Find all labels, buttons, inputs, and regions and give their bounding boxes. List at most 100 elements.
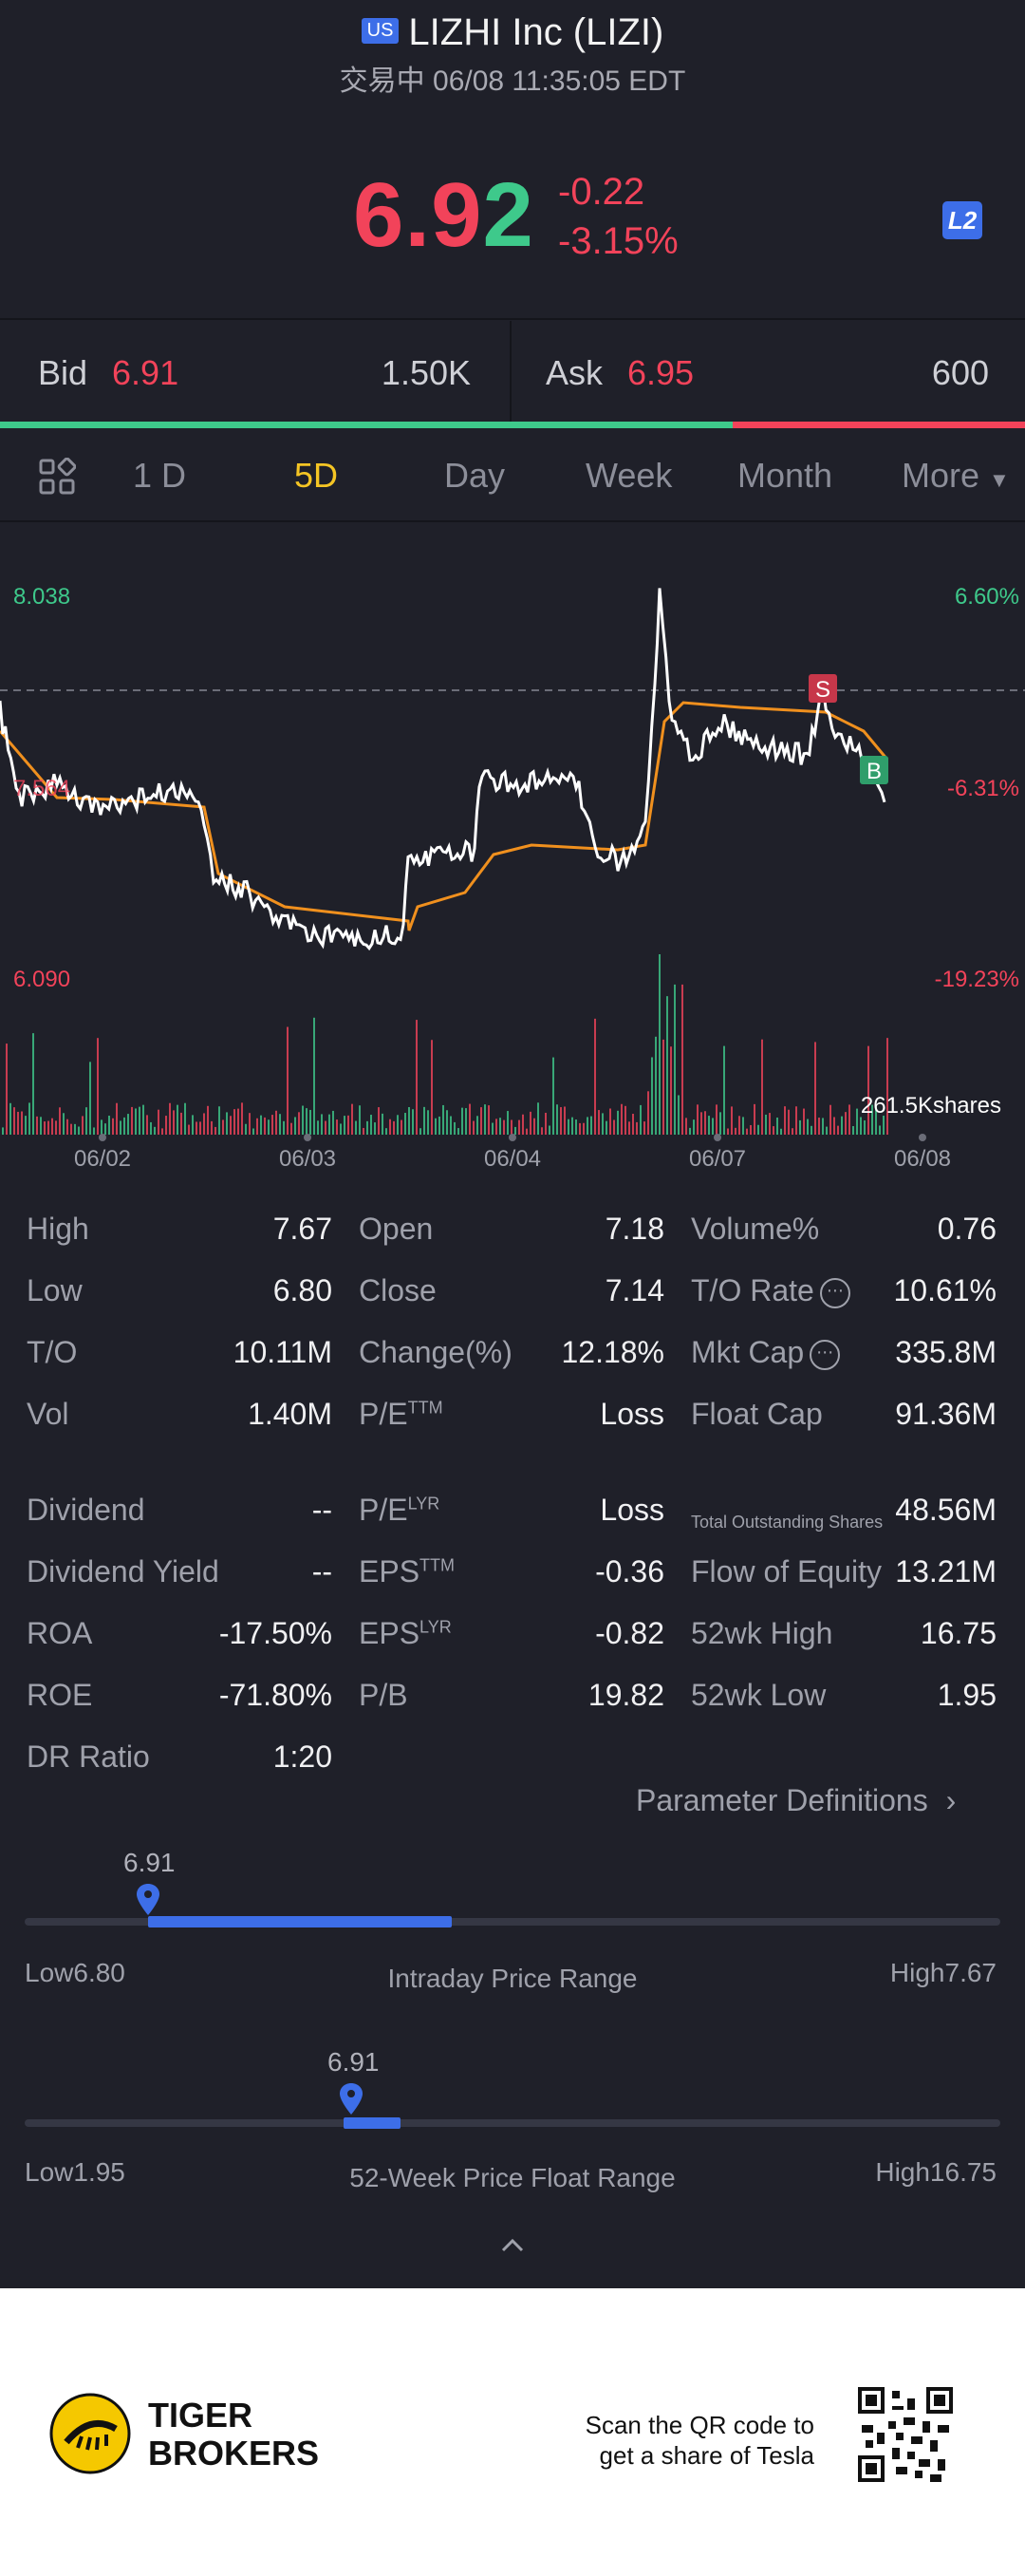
stat-label: Open <box>359 1212 434 1246</box>
volume-bar <box>85 1107 87 1135</box>
tab-more[interactable]: More ▼ <box>902 456 1010 495</box>
volume-bar <box>754 1103 755 1135</box>
stat-value: -0.36 <box>595 1554 664 1589</box>
y-right-label-top: 6.60% <box>955 584 1019 610</box>
ask-size: 600 <box>931 353 989 392</box>
x-label: 06/02 <box>74 1146 131 1172</box>
volume-label: 261.5Kshares <box>861 1093 1001 1119</box>
volume-bar <box>488 1105 490 1135</box>
stat-label: P/ELYR <box>359 1493 440 1527</box>
volume-bar <box>556 1104 558 1135</box>
volume-bar <box>875 1106 877 1135</box>
volume-bar <box>609 1108 611 1135</box>
volume-bar <box>674 984 676 1135</box>
week52-range-fill <box>344 2117 401 2129</box>
volume-bar <box>25 1116 27 1135</box>
divider <box>0 318 1025 320</box>
volume-bar <box>309 1109 311 1135</box>
change-amount: -0.22 <box>558 171 645 213</box>
volume-bar <box>63 1113 65 1135</box>
volume-bar <box>765 1114 767 1135</box>
tab-1d[interactable]: 1 D <box>133 456 187 495</box>
volume-bar <box>211 1120 213 1135</box>
stat-label: Flow of Equity <box>691 1554 882 1589</box>
volume-bar <box>302 1105 304 1135</box>
volume-bar <box>317 1120 319 1135</box>
volume-bar <box>446 1110 448 1135</box>
volume-bar <box>423 1106 425 1135</box>
stock-title: US LIZHI Inc (LIZI) <box>0 11 1025 54</box>
volume-bar <box>306 1108 308 1135</box>
volume-bar <box>678 1095 680 1135</box>
volume-bar <box>93 1127 95 1135</box>
volume-bar <box>123 1117 125 1135</box>
volume-bar <box>746 1128 748 1135</box>
chevron-up-icon[interactable] <box>497 2233 528 2261</box>
price-chart[interactable]: S B 8.038 7.564 6.090 6.60% -6.31% -19.2… <box>0 532 1025 1177</box>
chart-layout-icon[interactable] <box>38 457 77 500</box>
stat-value: Loss <box>600 1493 664 1527</box>
volume-bar <box>427 1110 429 1135</box>
tab-week[interactable]: Week <box>586 456 673 495</box>
volume-bar <box>416 1020 418 1135</box>
volume-bar <box>161 1128 163 1135</box>
qr-code-icon[interactable] <box>858 2387 953 2482</box>
week52-low: Low1.95 <box>25 2157 125 2187</box>
volume-bar <box>560 1107 562 1135</box>
tab-month[interactable]: Month <box>737 456 833 495</box>
volume-bar <box>59 1107 61 1135</box>
volume-bar <box>222 1119 224 1135</box>
volume-bar <box>207 1105 209 1135</box>
sell-marker: S <box>809 674 837 703</box>
chevron-right-icon: › <box>945 1783 957 1817</box>
volume-bar <box>419 1128 421 1135</box>
parameter-definitions-link[interactable]: Parameter Definitions › <box>636 1783 957 1817</box>
volume-bar <box>378 1107 380 1135</box>
brand-name: TIGER BROKERS <box>148 2396 320 2473</box>
tab-5d[interactable]: 5D <box>294 456 339 495</box>
volume-bar <box>55 1120 57 1135</box>
volume-bar <box>230 1116 232 1135</box>
volume-bar <box>74 1123 76 1135</box>
volume-bar <box>328 1114 330 1135</box>
intraday-low: Low6.80 <box>25 1958 125 1987</box>
stat-label: T/O Rate ⋯ <box>691 1273 850 1308</box>
volume-bar <box>602 1113 604 1135</box>
volume-bar <box>188 1124 190 1135</box>
change-percent: -3.15% <box>558 220 679 262</box>
level2-button[interactable]: L2 <box>942 201 982 239</box>
volume-bar <box>811 1125 812 1135</box>
volume-bar <box>435 1118 437 1135</box>
volume-bar <box>313 1017 315 1135</box>
stat-label: P/B <box>359 1678 408 1712</box>
volume-bar <box>241 1102 243 1135</box>
volume-bar <box>492 1122 494 1135</box>
volume-bar <box>807 1119 809 1135</box>
volume-bar <box>659 954 661 1135</box>
volume-bar <box>837 1125 839 1135</box>
volume-bar <box>461 1107 463 1135</box>
volume-bar <box>112 1118 114 1135</box>
volume-bar <box>871 1104 873 1135</box>
stat-value: -71.80% <box>218 1678 332 1712</box>
volume-bar <box>845 1112 847 1135</box>
info-icon[interactable]: ⋯ <box>810 1339 841 1370</box>
volume-bar <box>640 1104 642 1135</box>
volume-bar <box>199 1121 201 1135</box>
info-icon[interactable]: ⋯ <box>819 1277 850 1308</box>
volume-bar <box>363 1127 364 1135</box>
stat-value: 7.14 <box>605 1273 664 1307</box>
tab-day[interactable]: Day <box>444 456 506 495</box>
volume-bar <box>355 1120 357 1135</box>
volume-bar <box>738 1116 740 1135</box>
volume-bar <box>347 1115 349 1135</box>
volume-bar <box>82 1116 84 1135</box>
y-right-label-mid: -6.31% <box>947 776 1019 801</box>
stat-label: Close <box>359 1273 437 1307</box>
stat-value: 10.11M <box>233 1335 332 1369</box>
volume-bar <box>583 1122 585 1135</box>
volume-bar <box>256 1118 258 1135</box>
volume-bar <box>366 1120 368 1135</box>
volume-bar <box>568 1119 569 1135</box>
x-label: 06/03 <box>279 1146 336 1172</box>
